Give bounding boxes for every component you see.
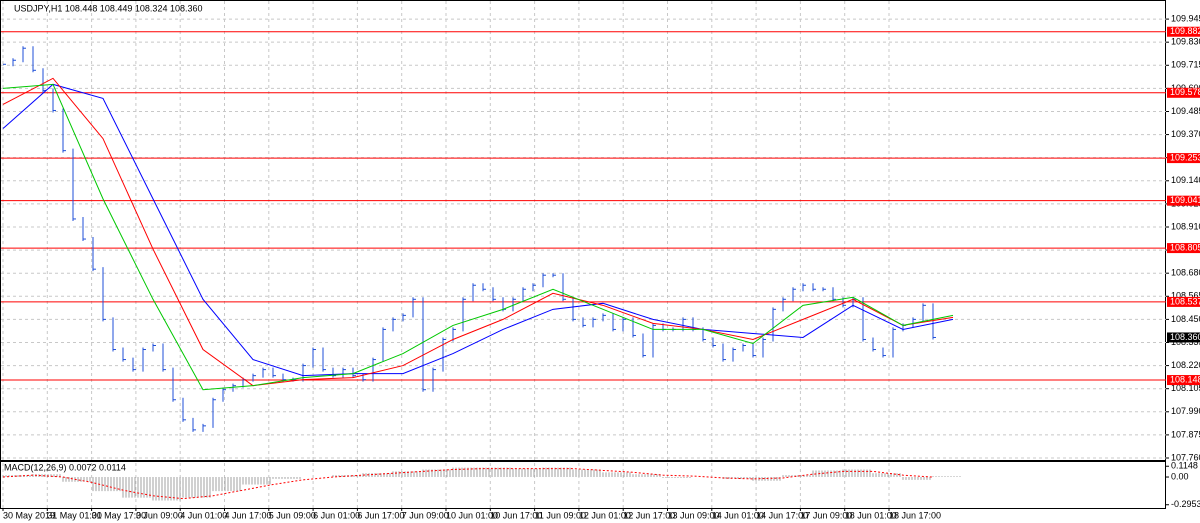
x-tick-label: 17 Jun 09:00 [800,510,852,520]
y-tick-label: 108.680 [1171,268,1200,278]
x-tick-label: 10 Jun 17:00 [490,510,542,520]
x-tick-label: 31 May 01:00 [47,510,102,520]
y-tick-label: 109.485 [1171,106,1200,116]
level-label-box [1167,153,1200,164]
y-tick-label: 109.600 [1171,83,1200,93]
moving-average [2,83,954,377]
macd-y-tick-label: 0.1148 [1171,461,1198,471]
frame [0,0,1166,509]
level-label: 108.805 [1170,242,1200,252]
level-label: 109.578 [1170,87,1200,97]
level-label-box [1167,375,1200,386]
y-tick-label: 109.370 [1171,129,1200,139]
level-label: 109.253 [1170,152,1200,162]
level-label-box [1167,87,1200,98]
level-label: 108.537 [1170,296,1200,306]
x-tick-label: 5 Jun 09:00 [269,510,316,520]
y-tick-label: 108.565 [1171,291,1200,301]
x-tick-label: 4 Jun 17:00 [225,510,272,520]
level-label: 109.041 [1170,195,1200,205]
x-tick-label: 14 Jun 01:00 [712,510,764,520]
level-label-box [1167,243,1200,254]
x-tick-label: 3 Jun 09:00 [136,510,183,520]
level-label-box [1167,26,1200,37]
x-tick-label: 12 Jun 17:00 [623,510,675,520]
x-tick-label: 10 Jun 01:00 [446,510,498,520]
y-tick-label: 107.990 [1171,406,1200,416]
y-tick-label: 107.760 [1171,452,1200,462]
moving-average [2,77,954,387]
y-tick-label: 108.450 [1171,314,1200,324]
x-tick-label: 18 Jun 01:00 [845,510,897,520]
x-tick-label: 7 Jun 09:00 [402,510,449,520]
macd-signal [2,468,934,500]
macd-y-tick-label: 0.00 [1171,471,1189,481]
y-tick-label: 108.910 [1171,221,1200,231]
level-label-box [1167,195,1200,206]
y-tick-label: 109.140 [1171,175,1200,185]
x-tick-label: 6 Jun 01:00 [313,510,360,520]
x-tick-label: 14 Jun 17:00 [756,510,808,520]
macd-title: MACD(12,26,9) 0.0072 0.0114 [4,462,126,472]
x-tick-label: 4 Jun 01:00 [180,510,227,520]
y-tick-label: 108.105 [1171,383,1200,393]
x-tick-label: 18 Jun 17:00 [889,510,941,520]
y-tick-label: 108.220 [1171,360,1200,370]
level-label: 108.148 [1170,374,1200,384]
chart-title: USDJPY,H1 108.448 108.449 108.324 108.36… [14,3,203,13]
x-tick-label: 11 Jun 09:00 [535,510,586,520]
x-tick-label: 13 Jun 09:00 [668,510,720,520]
x-tick-label: 30 May 2019 [3,510,55,520]
y-tick-label: 109.830 [1171,37,1200,47]
x-tick-label: 31 May 17:00 [92,510,147,520]
y-tick-label: 109.945 [1171,13,1200,23]
y-tick-label: 109.715 [1171,60,1200,70]
moving-average [2,83,954,391]
y-tick-label: 107.875 [1171,429,1200,439]
last-price-label: 108.360 [1170,332,1200,342]
level-label-box [1167,296,1200,307]
macd-y-tick-label: -0.2953 [1171,499,1200,509]
level-label: 109.882 [1170,26,1200,36]
x-tick-label: 6 Jun 17:00 [357,510,404,520]
x-tick-label: 12 Jun 01:00 [579,510,631,520]
last-price-box [1167,332,1200,343]
